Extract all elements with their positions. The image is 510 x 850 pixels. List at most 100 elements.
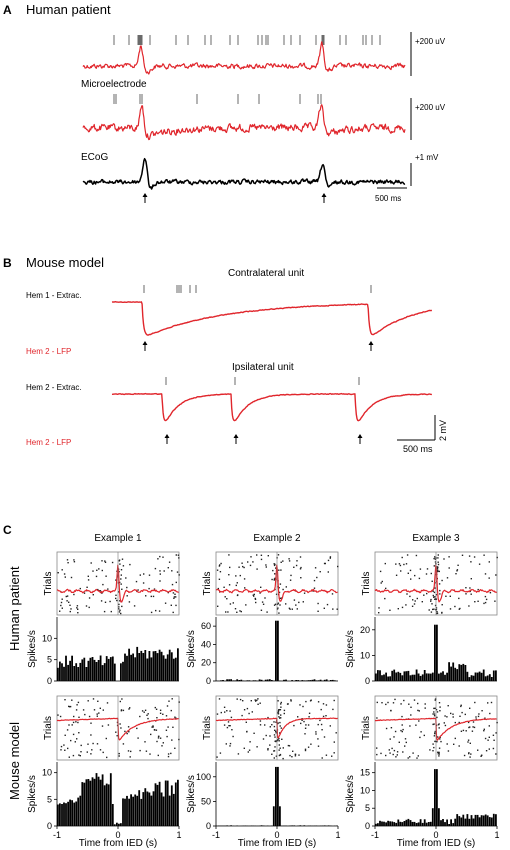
- human-raster-dot: [171, 570, 173, 572]
- human-hist-bar: [93, 659, 96, 681]
- mouse-raster-dot: [162, 713, 164, 715]
- mouse-raster-dot: [161, 745, 163, 747]
- mouse-raster-dot: [394, 730, 397, 733]
- human-hist-bar: [246, 680, 249, 681]
- mouse-raster-dot: [402, 751, 404, 753]
- example-title-2: Example 2: [253, 533, 301, 544]
- human-hist-bar: [315, 680, 318, 681]
- human-raster-dot: [98, 568, 100, 570]
- mouse-raster-dot: [438, 727, 440, 729]
- mouse-raster-dot: [273, 734, 276, 736]
- human-raster-dot: [483, 554, 485, 556]
- mouse-raster-dot: [73, 715, 75, 718]
- human-raster-dot: [474, 601, 476, 603]
- human-hist-bar: [89, 657, 92, 681]
- human-hist-bar: [154, 651, 157, 681]
- human-hist-bar: [170, 652, 173, 681]
- mouse-hist-bar: [417, 822, 420, 826]
- human-hist-bar: [240, 679, 243, 681]
- human-hist-bar: [452, 662, 455, 681]
- human-raster-dot: [285, 586, 287, 588]
- mouse-hist-bar: [116, 822, 118, 826]
- mouse-spikes-label-2: Spikes/s: [186, 775, 197, 813]
- mouse-raster-dot: [59, 715, 62, 718]
- mouse-raster-dot: [460, 730, 463, 732]
- mouse-raster-dot: [139, 715, 141, 718]
- mouse-raster-dot: [495, 753, 497, 755]
- human-raster-dot: [118, 560, 120, 562]
- mouse-raster-dot: [483, 730, 485, 732]
- mouse-hist-bar: [142, 792, 145, 826]
- mouse-hist-bar: [65, 803, 67, 826]
- human-hist-bar: [142, 653, 145, 681]
- human-raster-dot: [260, 609, 263, 611]
- mouse-raster-dot: [257, 703, 259, 705]
- row-label-human: Human patient: [7, 566, 22, 651]
- mouse-raster-dot: [470, 753, 472, 755]
- mouse-raster-dot: [167, 726, 169, 728]
- mouse-raster-dot: [116, 735, 118, 737]
- human-raster-dot: [317, 602, 319, 605]
- mouse-raster-dot: [256, 746, 258, 748]
- human-raster-dot: [316, 576, 318, 579]
- human-raster-dot: [223, 586, 225, 588]
- human-raster-dot: [256, 568, 258, 570]
- mouse-hist-bar: [148, 792, 151, 826]
- mouse-raster-dot: [102, 709, 104, 711]
- mouse-raster-dot: [282, 747, 284, 749]
- human-hist-bar: [438, 673, 440, 681]
- mouse-hist-bar: [486, 815, 489, 826]
- xtick-label-3-0: -1: [371, 830, 379, 840]
- mouse-hist-bar: [431, 808, 434, 826]
- mouse-hist-bar: [381, 821, 383, 826]
- mouse-hist-bar: [490, 817, 493, 826]
- mouse-hist-bar: [69, 799, 71, 826]
- human-raster-dot: [162, 556, 164, 558]
- panel-b-letter: B: [3, 256, 12, 270]
- mouse-raster-dot: [293, 724, 295, 727]
- xtick-label-1-0: -1: [53, 830, 61, 840]
- mouse-raster-dot: [335, 732, 337, 734]
- mouse-hist-bar: [130, 794, 132, 826]
- human-raster-dot: [240, 610, 242, 613]
- human-spikes-label-3: Spikes/s: [345, 630, 356, 668]
- mouse-ytick-label-2-2: 100: [196, 772, 211, 782]
- mouse-hist-bar: [399, 821, 402, 826]
- mouse-raster-dot: [139, 749, 141, 752]
- mouse-raster-dot: [121, 698, 123, 700]
- mouse-hist-bar: [315, 825, 318, 826]
- mouse-raster-dot: [454, 737, 456, 740]
- human-raster-dot: [458, 597, 460, 600]
- mouse-raster-dot: [401, 715, 403, 718]
- mouse-raster-dot: [257, 698, 259, 700]
- human-raster-dot: [119, 600, 121, 602]
- human-raster-dot: [260, 558, 263, 561]
- mouse-raster-dot: [329, 725, 331, 727]
- mouse-raster-dot: [151, 726, 153, 728]
- mouse-raster-dot: [434, 698, 437, 700]
- mouse-raster-dot: [304, 748, 307, 750]
- panel-a-title: Human patient: [26, 2, 111, 17]
- mouse-hist-bar: [425, 822, 428, 826]
- human-raster-dot: [448, 567, 450, 569]
- human-raster-dot: [484, 601, 487, 604]
- human-raster-dot: [459, 607, 461, 610]
- mouse-raster-dot: [237, 753, 240, 755]
- human-raster-dot: [407, 572, 409, 574]
- mouse-raster-dot: [165, 729, 168, 731]
- human-raster-dot: [434, 561, 437, 563]
- human-raster-dot: [69, 610, 71, 613]
- human-raster-dot: [70, 608, 72, 610]
- human-trials-label-2: Trials: [202, 571, 213, 595]
- human-raster-dot: [226, 598, 228, 600]
- human-raster-dot: [385, 587, 387, 590]
- mouse-raster-dot: [144, 709, 147, 711]
- mouse-raster-dot: [438, 755, 440, 757]
- mouse-hist-bar: [89, 780, 92, 826]
- human-raster-dot: [484, 573, 487, 575]
- human-hist-bar: [448, 662, 450, 681]
- human-raster-dot: [277, 602, 280, 604]
- human-raster-dot: [101, 560, 103, 562]
- mouse-raster-dot: [155, 729, 158, 731]
- human-raster-dot: [433, 565, 435, 567]
